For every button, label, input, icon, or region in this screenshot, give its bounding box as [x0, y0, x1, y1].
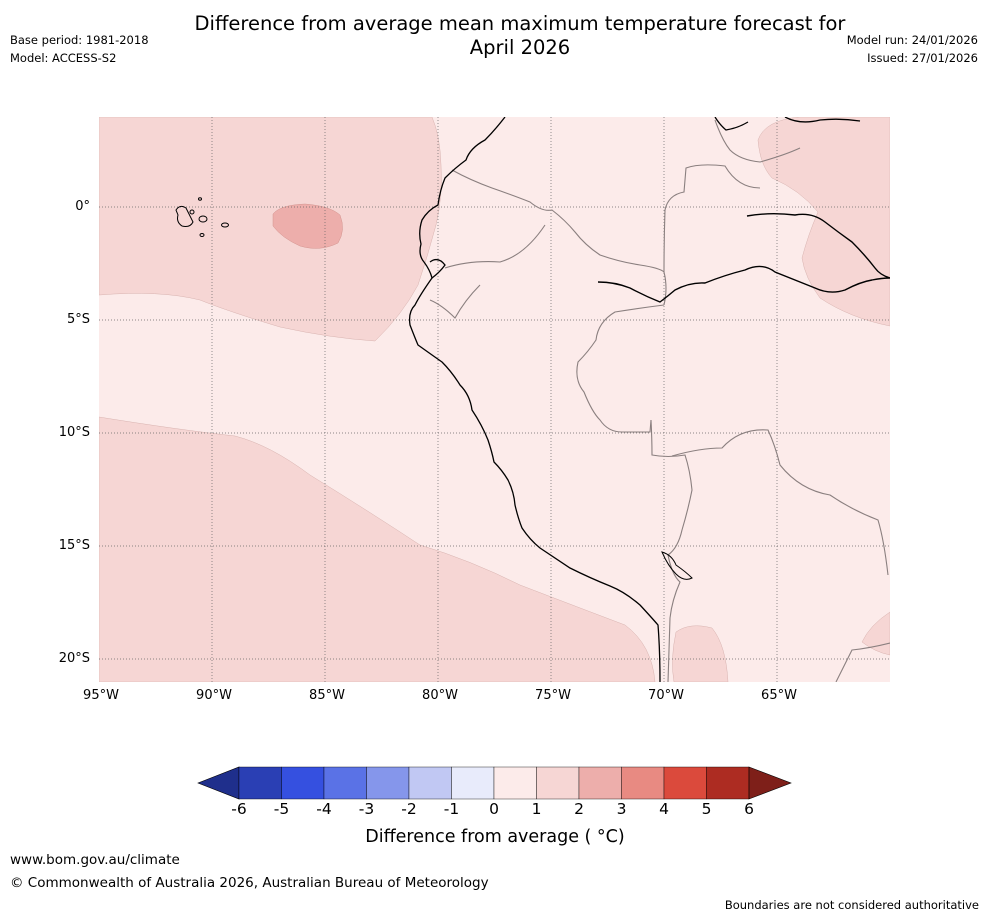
colorbar-tick-0: 0: [489, 800, 499, 818]
colorbar: [197, 766, 792, 800]
colorbar-tick-2: 2: [574, 800, 584, 818]
lon-label-85w: 85°W: [309, 688, 345, 703]
chart-title: Difference from average mean maximum tem…: [0, 12, 988, 60]
lon-label-95w: 95°W: [83, 688, 119, 703]
colorbar-arrow-high: [748, 766, 792, 800]
colorbar-bin-2-3: [578, 766, 622, 800]
colorbar-bin-m3-m2: [366, 766, 410, 800]
anomaly-1-2-altiplano-patch: [672, 625, 729, 682]
colorbar-bin-4-5: [663, 766, 707, 800]
colorbar-bin-m1-0: [451, 766, 495, 800]
border-peru-ecuador-south: [429, 284, 481, 319]
model-run: Model run: 24/01/2026: [846, 33, 978, 47]
floreana-island: [199, 233, 205, 237]
colorbar-tick-1: 1: [531, 800, 542, 818]
coast-pacific: [408, 117, 661, 682]
lat-label-5s: 5°S: [66, 312, 90, 327]
colorbar-bin-m2-m1: [408, 766, 452, 800]
colorbar-arrow-low: [197, 766, 240, 800]
coast-caribbean: [714, 117, 749, 131]
lon-label-65w: 65°W: [761, 688, 797, 703]
anomaly-1-2-south-region: [99, 416, 656, 682]
lat-label-10s: 10°S: [58, 425, 90, 440]
border-bolivia-paraguay: [835, 642, 890, 682]
border-bolivia-brazil: [671, 429, 889, 576]
coastline: [408, 117, 861, 682]
colorbar-bin-m5-m4: [281, 766, 325, 800]
colorbar-tick-m5: -5: [273, 800, 290, 818]
border-colombia-ecuador-peru: [451, 169, 667, 306]
issued-date: Issued: 27/01/2026: [867, 51, 978, 65]
base-period: Base period: 1981-2018: [10, 33, 149, 47]
title-line-1: Difference from average mean maximum tem…: [194, 12, 846, 35]
colorbar-tick-m4: -4: [316, 800, 332, 818]
colorbar-bin-m6-m5: [238, 766, 282, 800]
copyright-text: © Commonwealth of Australia 2026, Austra…: [10, 875, 489, 891]
genovesa-island: [198, 197, 202, 201]
colorbar-tick-5: 5: [701, 800, 712, 818]
border-peru-brazil: [576, 304, 665, 433]
amazon-river: [597, 265, 890, 303]
lake-titicaca: [661, 551, 693, 580]
lat-label-0: 0°: [75, 199, 90, 214]
gridlines: [99, 117, 890, 682]
isabela-island: [175, 205, 194, 227]
colorbar-bin-m4-m3: [323, 766, 367, 800]
coast-venezuela-north: [784, 117, 861, 123]
title-line-2: April 2026: [469, 36, 571, 59]
colorbar-bin-0-1: [493, 766, 537, 800]
colorbar-bin-3-4: [621, 766, 665, 800]
meta-right: Model run: 24/01/2026 Issued: 27/01/2026: [847, 31, 978, 67]
colorbar-label: Difference from average ( °C): [365, 827, 625, 847]
tributary-river: [746, 213, 890, 279]
galapagos-islands: [175, 197, 229, 237]
border-ecuador-peru: [444, 224, 546, 269]
colorbar-tick-m1: -1: [443, 800, 460, 818]
colorbar-tick-m6: -6: [231, 800, 247, 818]
rivers: [597, 213, 890, 303]
map-panel: [99, 117, 890, 682]
meta-left: Base period: 1981-2018 Model: ACCESS-S2: [10, 31, 149, 67]
colorbar-bin-5-6: [706, 766, 750, 800]
website-link[interactable]: www.bom.gov.au/climate: [10, 852, 180, 868]
lat-label-15s: 15°S: [58, 538, 90, 553]
colorbar-tick-4: 4: [659, 800, 669, 818]
border-peru-bolivia: [650, 419, 693, 682]
san-cristobal-island: [221, 222, 229, 228]
santa-cruz-island: [198, 215, 208, 223]
border-venezuela-north: [714, 119, 801, 163]
lon-label-80w: 80°W: [422, 688, 458, 703]
border-colombia-venezuela: [663, 164, 761, 273]
coast-guayaquil-gulf: [429, 258, 446, 279]
country-borders: [429, 119, 890, 682]
colorbar-tick-m3: -3: [358, 800, 375, 818]
model-name: Model: ACCESS-S2: [10, 51, 117, 65]
lon-label-75w: 75°W: [535, 688, 571, 703]
fernandina-island: [189, 209, 195, 215]
colorbar-tick-6: 6: [744, 800, 754, 818]
colorbar-bin-1-2: [536, 766, 580, 800]
anomaly-1-2-northwest-region: [99, 117, 442, 342]
colorbar-tick-3: 3: [616, 800, 627, 818]
colorbar-tick-m2: -2: [401, 800, 417, 818]
disclaimer-text: Boundaries are not considered authoritat…: [724, 898, 979, 912]
lat-label-20s: 20°S: [58, 651, 90, 666]
lon-label-70w: 70°W: [648, 688, 684, 703]
lon-label-90w: 90°W: [196, 688, 232, 703]
